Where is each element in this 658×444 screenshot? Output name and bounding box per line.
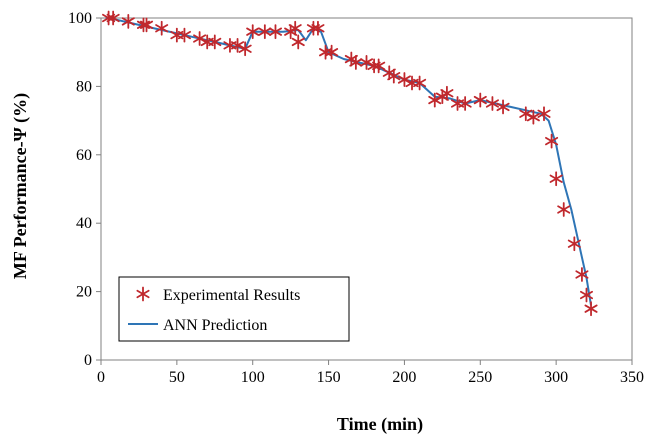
experimental-point <box>567 236 581 252</box>
x-axis-title: Time (min) <box>337 414 423 435</box>
experimental-point <box>155 20 169 36</box>
legend-marker-experimental <box>136 286 150 302</box>
y-tick-label: 60 <box>76 147 92 164</box>
experimental-point <box>440 85 454 101</box>
x-tick-label: 300 <box>544 369 568 386</box>
experimental-point <box>584 301 598 317</box>
plot-frame <box>100 17 633 361</box>
experimental-point <box>258 24 272 40</box>
x-tick-label: 250 <box>468 369 492 386</box>
experimental-point <box>208 34 222 50</box>
experimental-point <box>291 34 305 50</box>
experimental-point <box>121 14 135 29</box>
experimental-point <box>458 96 472 111</box>
experimental-point <box>387 68 401 84</box>
plot-border <box>100 17 633 361</box>
x-tick-label: 0 <box>97 369 105 386</box>
y-tick-label: 40 <box>76 215 92 232</box>
x-tick-label: 350 <box>620 369 644 386</box>
experimental-point <box>288 20 302 36</box>
y-tick-label: 100 <box>68 10 92 27</box>
experimental-point <box>537 106 551 122</box>
experimental-point <box>177 27 191 43</box>
x-tick-label: 150 <box>317 369 341 386</box>
legend-label-ann: ANN Prediction <box>163 317 267 334</box>
legend: Experimental Results ANN Prediction <box>118 276 350 342</box>
legend-box <box>118 276 350 342</box>
y-tick-label: 80 <box>76 78 92 95</box>
y-axis-title: MF Performance-Ψ (%) <box>10 93 31 279</box>
experimental-point <box>545 133 559 149</box>
experimental-point <box>473 92 487 108</box>
experimental-point <box>579 287 594 303</box>
experimental-point <box>485 96 499 111</box>
experimental-point <box>526 109 540 125</box>
experimental-point <box>106 10 120 26</box>
y-tick-label: 20 <box>76 284 92 301</box>
experimental-point <box>413 75 427 91</box>
experimental-point <box>238 41 252 57</box>
experimental-point <box>268 24 283 40</box>
experimental-point <box>311 20 325 36</box>
legend-asterisk-icon <box>136 286 150 302</box>
x-tick-label: 50 <box>169 369 185 386</box>
x-tick-label: 200 <box>392 369 416 386</box>
experimental-point <box>575 267 589 282</box>
y-tick-label: 0 <box>84 352 92 369</box>
x-tick-label: 100 <box>241 369 265 386</box>
experimental-point <box>246 24 260 40</box>
ticks-layer: 0 50 100 150 200 250 300 350 0 20 40 60 80 100 <box>68 10 644 386</box>
series-layer <box>102 10 598 317</box>
experimental-point <box>372 58 386 74</box>
experimental-point <box>139 17 154 33</box>
experimental-point <box>349 55 363 70</box>
experimental-point <box>549 171 563 187</box>
experimental-point <box>557 202 571 217</box>
experimental-point <box>496 99 510 115</box>
experimental-point <box>325 44 339 60</box>
legend-label-experimental: Experimental Results <box>163 287 300 304</box>
